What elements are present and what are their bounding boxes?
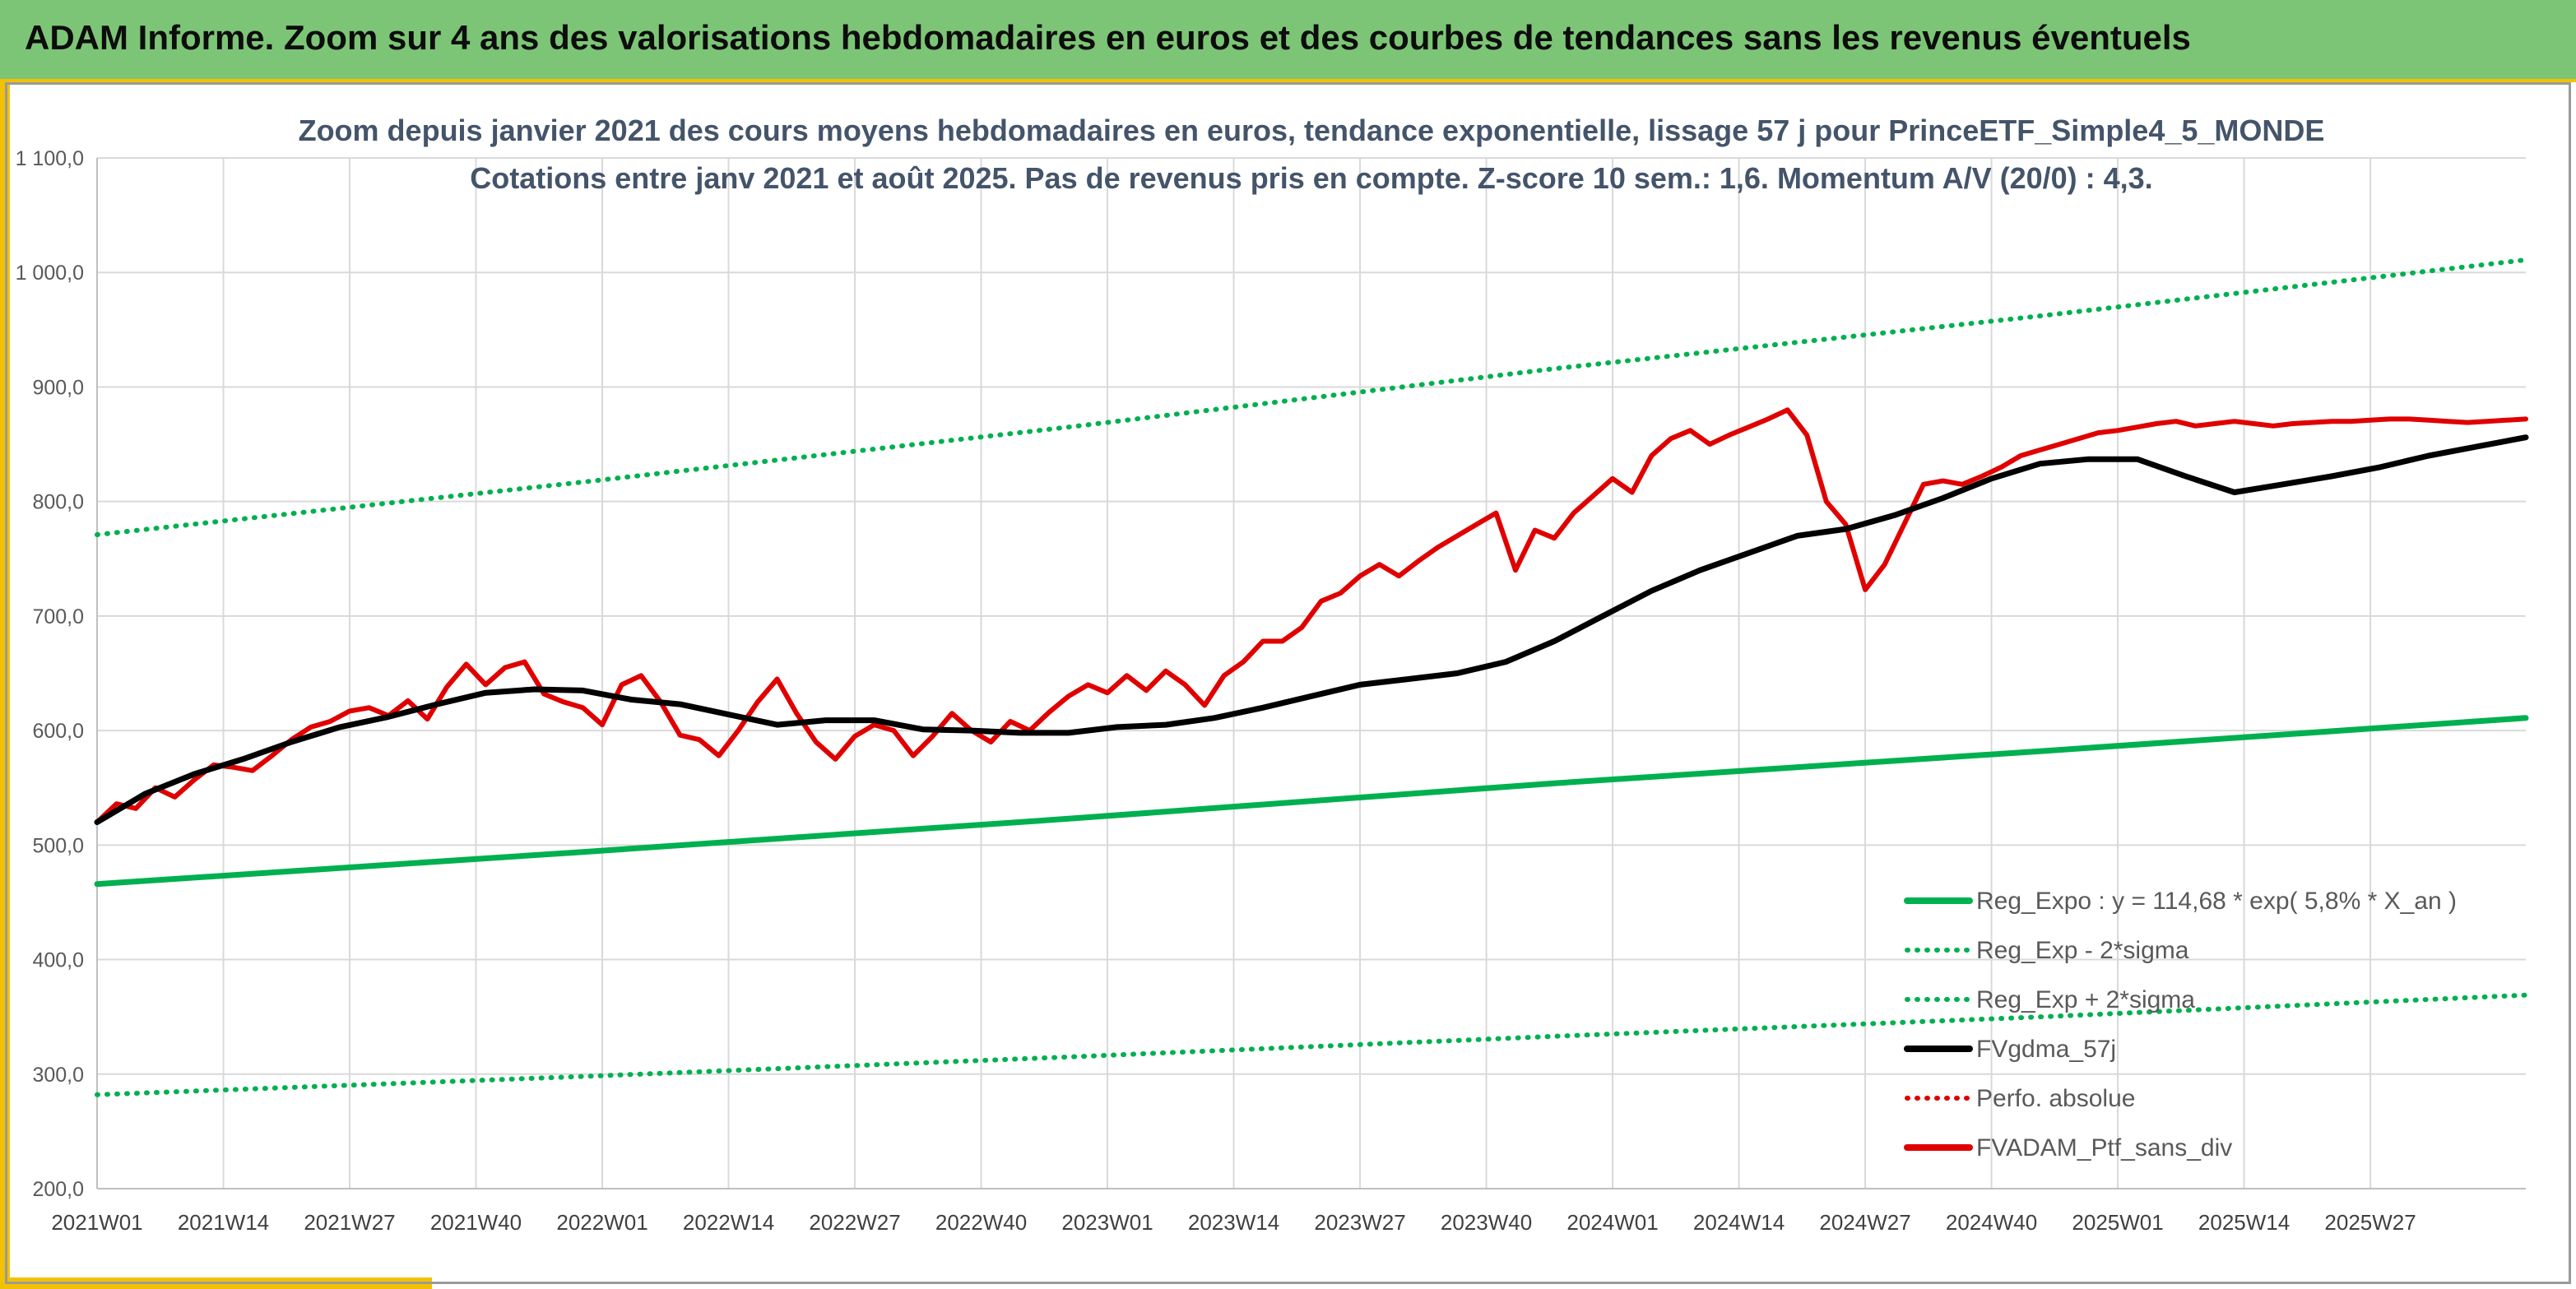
series-line-reg-expo xyxy=(94,715,2529,888)
chart-frame xyxy=(5,82,2571,1284)
series-line-reg-exp-minus-2sigma xyxy=(95,992,2528,1097)
series-line-reg-exp-plus-2sigma xyxy=(95,257,2528,537)
y-tick-label: 700,0 xyxy=(32,605,84,628)
x-tick-label: 2022W40 xyxy=(935,1210,1027,1235)
x-tick-label: 2023W27 xyxy=(1314,1210,1405,1235)
legend: Reg_Expo : y = 114,68 * exp( 5,8% * X_an… xyxy=(1904,888,2457,1161)
legend-label-reg-exp-plus-2sigma: Reg_Exp + 2*sigma xyxy=(1976,986,2195,1013)
series-line-fvgdma-57j xyxy=(94,434,2529,825)
legend-label-fvgdma-57j: FVgdma_57j xyxy=(1976,1036,2116,1063)
x-tick-label: 2022W27 xyxy=(809,1210,900,1235)
x-tick-label: 2022W14 xyxy=(683,1210,774,1235)
x-tick-label: 2023W01 xyxy=(1061,1210,1153,1235)
x-tick-label: 2024W01 xyxy=(1566,1210,1658,1235)
axes: 200,0 300,0 400,0 500,0 600,0 700,0 800,0 900,0… xyxy=(16,147,2526,1235)
chart-subtitle: Cotations entre janv 2021 et août 2025. … xyxy=(470,161,2153,195)
x-tick-label: 2022W01 xyxy=(556,1210,647,1235)
x-tick-label: 2024W40 xyxy=(1946,1210,2037,1235)
y-tick-label: 200,0 xyxy=(32,1178,84,1201)
x-tick-label: 2025W14 xyxy=(2198,1210,2290,1235)
x-tick-label: 2025W27 xyxy=(2324,1210,2416,1235)
y-tick-label: 1 000,0 xyxy=(16,262,84,285)
y-tick-label: 900,0 xyxy=(32,376,84,399)
x-tick-label: 2024W27 xyxy=(1819,1210,1910,1235)
x-tick-label: 2021W01 xyxy=(51,1210,142,1235)
series-lines xyxy=(94,257,2529,1097)
chart-title: Zoom depuis janvier 2021 des cours moyen… xyxy=(298,114,2325,147)
x-tick-label: 2021W40 xyxy=(430,1210,522,1235)
legend-label-reg-exp-minus-2sigma: Reg_Exp - 2*sigma xyxy=(1976,937,2189,964)
series-line-fvadam-ptf-sans-div xyxy=(95,407,2528,825)
y-tick-label: 800,0 xyxy=(32,491,84,514)
x-tick-label: 2021W27 xyxy=(304,1210,395,1235)
y-tick-label: 1 100,0 xyxy=(16,147,84,170)
x-tick-label: 2024W14 xyxy=(1693,1210,1785,1235)
x-tick-label: 2021W14 xyxy=(178,1210,269,1235)
y-tick-label: 400,0 xyxy=(32,949,84,972)
legend-label-perfo-absolue: Perfo. absolue xyxy=(1976,1085,2135,1112)
header-banner: ADAM Informe. Zoom sur 4 ans des valoris… xyxy=(0,0,2576,82)
y-tick-label: 500,0 xyxy=(32,834,84,857)
x-tick-label: 2023W40 xyxy=(1441,1210,1532,1235)
y-tick-label: 600,0 xyxy=(32,720,84,743)
y-tick-label: 300,0 xyxy=(32,1064,84,1087)
legend-label-reg-expo: Reg_Expo : y = 114,68 * exp( 5,8% * X_an… xyxy=(1976,888,2457,915)
x-tick-label: 2023W14 xyxy=(1188,1210,1279,1235)
legend-label-fvadam-ptf-sans-div: FVADAM_Ptf_sans_div xyxy=(1976,1134,2232,1161)
banner-title: ADAM Informe. Zoom sur 4 ans des valoris… xyxy=(25,18,2191,57)
x-tick-label: 2025W01 xyxy=(2072,1210,2163,1235)
